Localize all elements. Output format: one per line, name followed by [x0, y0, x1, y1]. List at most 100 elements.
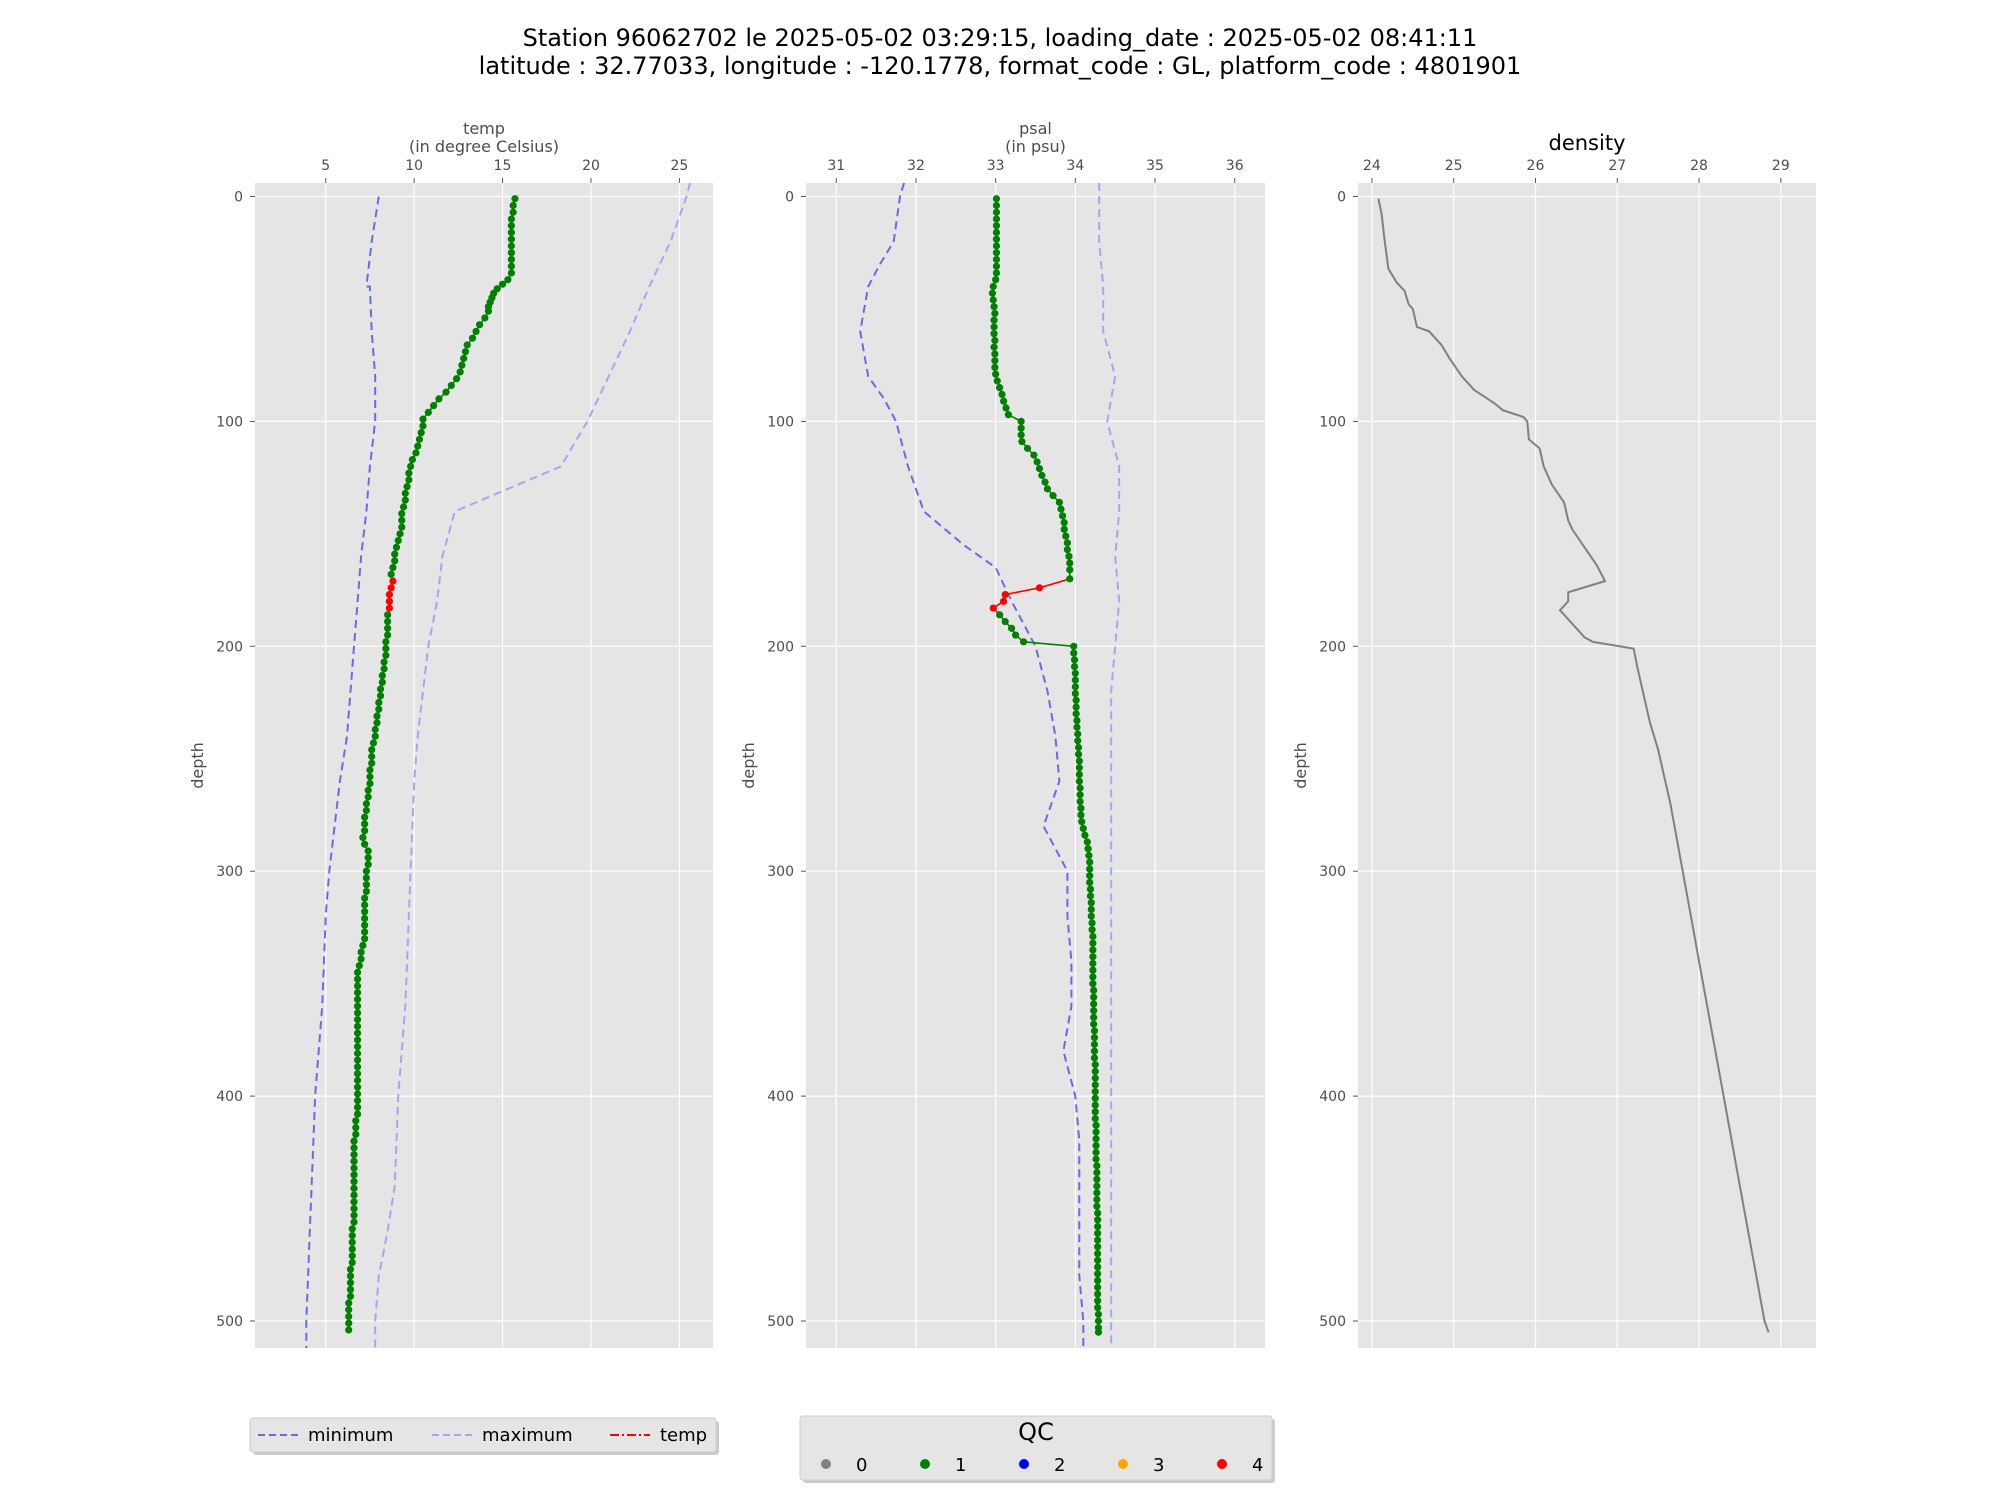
density-xtick-label: 26: [1527, 158, 1545, 174]
temp-point: [401, 489, 409, 497]
psal-point: [1071, 669, 1079, 677]
psal-point: [1093, 1175, 1101, 1183]
temp-point: [364, 854, 372, 862]
psal-point: [1035, 465, 1044, 473]
density-panel: 24 25 26 27 28 29 0 100 200 300 400 500 density de…: [1291, 131, 1816, 1348]
temp-point: [407, 462, 415, 470]
psal-point: [1090, 1034, 1099, 1042]
temp-point: [353, 1022, 362, 1030]
density-series: [1377, 198, 1770, 1333]
psal-point: [993, 377, 1001, 385]
psal-point: [992, 255, 1001, 264]
qc-legend-marker-2: [1019, 1459, 1029, 1469]
temp-point: [353, 1029, 362, 1037]
profile-legend-box: [249, 1417, 717, 1453]
psal-point: [1094, 1317, 1103, 1325]
temp-point: [507, 242, 516, 250]
temp-point: [353, 1103, 362, 1111]
psal-point: [1017, 424, 1025, 432]
psal-point: [1090, 1054, 1099, 1062]
psal-point: [1011, 631, 1020, 639]
temp-point: [361, 901, 369, 909]
psal-point: [1086, 885, 1095, 893]
temp-point: [352, 1123, 360, 1132]
psal-point: [1084, 845, 1092, 853]
psal-point: [1070, 649, 1078, 657]
temp-point: [346, 1272, 355, 1280]
psal-point: [1094, 1283, 1102, 1291]
density-xtick-label: 27: [1608, 158, 1626, 174]
psal-point: [1072, 710, 1080, 718]
psal-point: [991, 357, 999, 365]
temp-point: [361, 840, 369, 848]
psal-point: [1093, 1189, 1101, 1197]
temp-point: [382, 644, 390, 653]
temp-point: [507, 222, 516, 230]
temp-panel-background: [255, 183, 713, 1348]
psal-point: [1092, 1141, 1100, 1150]
temp-point: [353, 1043, 362, 1051]
temp-point: [442, 388, 450, 396]
temp-point: [348, 1252, 356, 1260]
psal-point: [989, 282, 997, 291]
psal-point: [1090, 986, 1098, 995]
psal-xtick-label: 35: [1146, 158, 1164, 174]
temp-point: [361, 820, 369, 828]
psal-xtick-label: 32: [907, 158, 925, 174]
psal-point: [1089, 973, 1097, 981]
psal-point: [992, 249, 1001, 257]
density-ytick-label: 300: [1319, 864, 1346, 880]
psal-point: [988, 289, 997, 297]
temp-point: [507, 228, 516, 237]
psal-point: [1002, 404, 1010, 412]
temp-point: [382, 638, 390, 646]
psal-point: [989, 296, 997, 304]
temp-point: [348, 1225, 356, 1233]
temp-point: [361, 921, 369, 929]
psal-point: [1001, 590, 1009, 599]
density-ytick-label: 200: [1319, 639, 1346, 655]
temp-point: [405, 469, 413, 477]
density-ylabel: depth: [1291, 742, 1310, 789]
psal-point: [1087, 899, 1095, 907]
density-y-ticks: 0 100 200 300 400 500: [1319, 189, 1358, 1330]
psal-point: [1075, 770, 1083, 779]
temp-point: [353, 975, 362, 983]
psal-point: [1083, 838, 1091, 846]
psal-point: [1090, 1000, 1098, 1008]
temp-point: [350, 1150, 358, 1159]
psal-point: [1081, 831, 1089, 839]
psal-point: [990, 303, 998, 311]
temp-point: [460, 354, 468, 363]
temp-point: [398, 523, 406, 531]
psal-point: [1088, 919, 1096, 927]
temp-point: [348, 1238, 356, 1246]
temp-point: [364, 860, 372, 869]
psal-point: [1092, 1155, 1100, 1163]
temp-point: [401, 496, 409, 504]
temp-point: [458, 361, 466, 369]
psal-point: [991, 309, 999, 318]
psal-segment: [1023, 641, 1074, 648]
temp-ytick-label: 300: [216, 864, 243, 880]
legend-temp-label: temp: [660, 1425, 707, 1446]
psal-point: [1089, 946, 1097, 954]
temp-point: [353, 1097, 362, 1105]
temp-point: [352, 1130, 360, 1138]
psal-ytick-label: 100: [767, 414, 794, 430]
psal-point: [1070, 662, 1079, 671]
psal-point: [992, 242, 1001, 250]
temp-panel: 5 10 15 20 25 0 100 200 300 400 500 temp (in degr…: [188, 119, 713, 1348]
psal-point: [1094, 1249, 1102, 1258]
psal-point: [996, 611, 1004, 619]
temp-point: [355, 962, 363, 970]
density-xtick-label: 29: [1772, 158, 1790, 174]
psal-point: [1072, 696, 1080, 704]
temp-point: [361, 908, 369, 916]
temp-point: [348, 1245, 356, 1253]
psal-point: [1033, 458, 1041, 466]
psal-y-ticks: 0 100 200 300 400 500: [767, 189, 806, 1330]
psal-point: [992, 276, 1000, 284]
psal-point: [1087, 912, 1095, 920]
psal-point: [1086, 878, 1094, 887]
